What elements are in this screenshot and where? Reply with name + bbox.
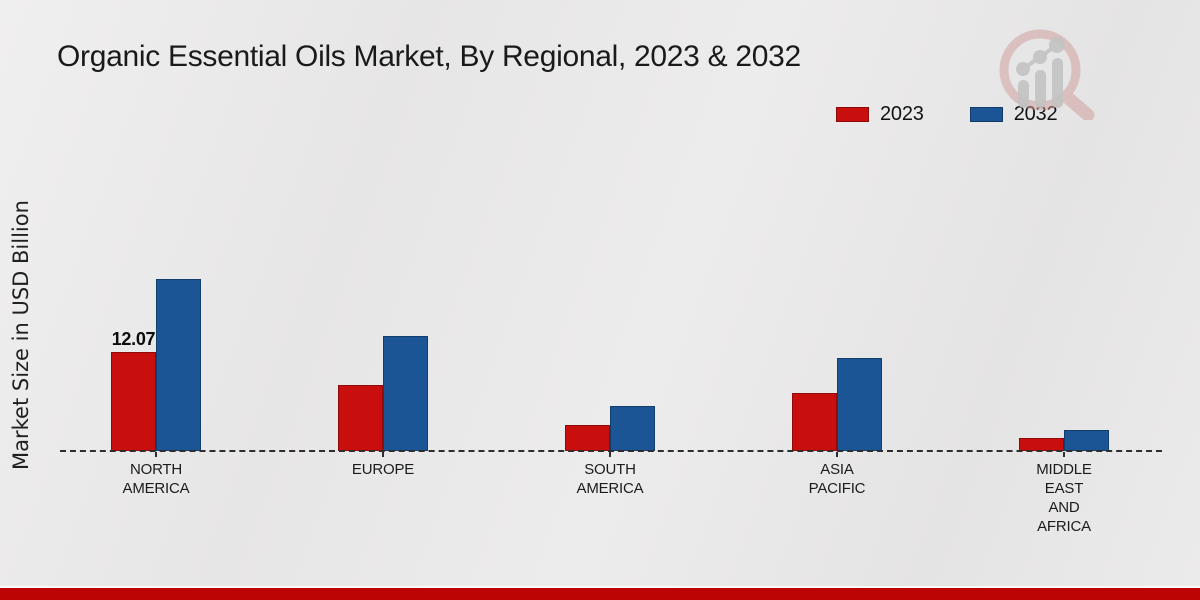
x-axis-tick xyxy=(836,452,838,457)
x-axis-tick xyxy=(609,452,611,457)
footer-accent-bar xyxy=(0,586,1200,600)
category-label-middle-east-and-africa: MIDDLE EAST AND AFRICA xyxy=(1036,461,1092,535)
legend-label-2023: 2023 xyxy=(880,103,924,125)
bar-2023-asia-pacific xyxy=(792,393,837,451)
category-label-south-america: SOUTH AMERICA xyxy=(576,461,644,497)
bar-2032-south-america xyxy=(610,406,655,451)
legend-swatch-2032 xyxy=(969,107,1003,122)
bar-2032-europe xyxy=(383,336,428,451)
legend: 2023 2032 xyxy=(836,103,1058,126)
bar-2032-asia-pacific xyxy=(837,358,882,451)
x-axis-tick xyxy=(1063,452,1065,457)
value-label-2023-0: 12.07 xyxy=(111,329,156,349)
category-label-north-america: NORTH AMERICA xyxy=(122,461,190,497)
legend-swatch-2023 xyxy=(836,107,869,122)
category-label-asia-pacific: ASIA PACIFIC xyxy=(808,461,866,497)
x-axis-tick xyxy=(382,452,384,457)
bar-2032-north-america xyxy=(156,279,201,451)
category-label-europe: EUROPE xyxy=(351,461,415,478)
bar-2023-south-america xyxy=(565,425,610,451)
bar-2032-middle-east-and-africa xyxy=(1064,430,1109,451)
bar-2023-europe xyxy=(338,385,383,451)
legend-item-2023: 2023 xyxy=(836,103,924,126)
x-axis-tick xyxy=(155,452,157,457)
chart-title: Organic Essential Oils Market, By Region… xyxy=(57,40,801,73)
bar-2023-north-america xyxy=(111,352,156,451)
x-axis-dashed-line xyxy=(60,450,1162,452)
magnifier-growth-chart-logo-icon xyxy=(999,29,1095,120)
